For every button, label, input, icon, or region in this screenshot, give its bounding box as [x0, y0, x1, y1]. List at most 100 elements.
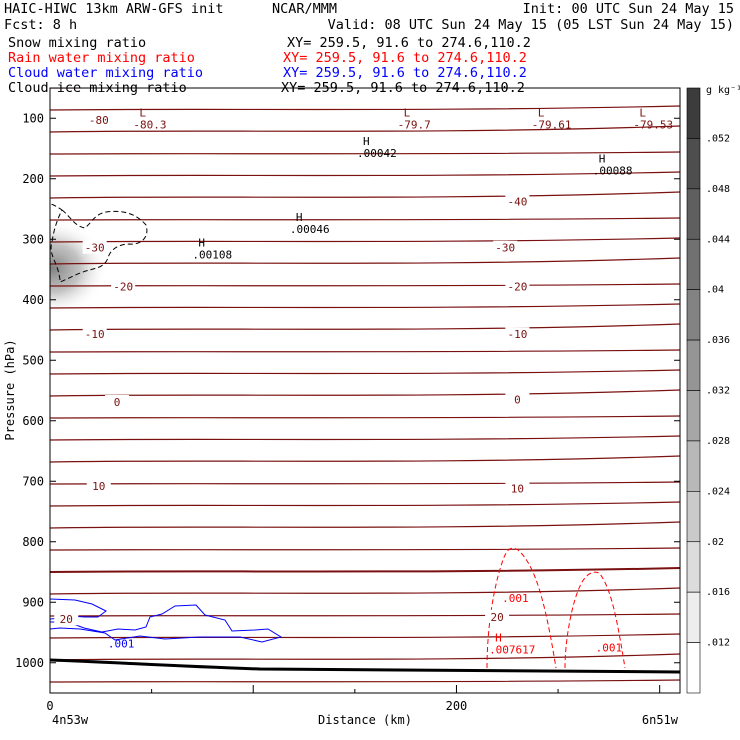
- colorbar-swatch: [686, 138, 701, 190]
- colorbar-swatch: [686, 491, 701, 543]
- label-mask: [493, 240, 518, 254]
- isotherm-line: [50, 501, 680, 507]
- label-mask: [82, 327, 107, 341]
- isotherm-line: [50, 105, 680, 111]
- isotherm-line: [50, 415, 680, 419]
- colorbar-label: .036: [706, 335, 730, 346]
- extremum-value: .00046: [290, 223, 330, 236]
- isotherm-line: [50, 217, 680, 221]
- mixing-ratio-label: .001: [502, 592, 529, 605]
- cloud-water-contour-lower: [50, 604, 283, 643]
- y-tick-label: 1000: [15, 656, 44, 670]
- isotherm-line: [50, 191, 680, 199]
- colorbar-label: .028: [706, 436, 730, 447]
- isotherm-line: [50, 257, 680, 265]
- isotherm-line: [50, 521, 680, 529]
- isotherm-line: [50, 389, 680, 397]
- terrain-line: [50, 658, 680, 674]
- extremum-value: -79.7: [398, 118, 431, 131]
- colorbar-label: .02: [706, 537, 724, 548]
- y-tick-label: 800: [22, 535, 44, 549]
- isotherm-label: 0: [114, 396, 121, 409]
- isotherm-line: [50, 613, 680, 617]
- plot-frame: [49, 87, 681, 694]
- field-name-cloud-water: Cloud water mixing ratio: [8, 65, 203, 81]
- isotherm-label: -20: [113, 280, 133, 293]
- extremum-value: .00088: [593, 164, 633, 177]
- isotherm-line: [50, 151, 680, 155]
- header-forecast: Fcst: 8 h: [4, 17, 77, 33]
- mixing-ratio-label: .001: [596, 642, 623, 655]
- isotherm-line: [50, 303, 680, 309]
- extremum-marker: L: [639, 106, 646, 119]
- colorbar-swatch: [686, 541, 701, 593]
- header-init: Init: 00 UTC Sun 24 May 15: [523, 1, 734, 17]
- isotherm-line: [50, 435, 680, 441]
- y-axis-title: Pressure (hPa): [3, 339, 17, 440]
- label-mask: [82, 240, 107, 254]
- isotherm-line: [50, 653, 680, 661]
- isotherm-line: [50, 679, 680, 683]
- y-tick-label: 300: [22, 232, 44, 246]
- isotherm-line: [50, 547, 680, 551]
- extremum-marker: L: [538, 106, 545, 119]
- extremum-marker: H: [495, 632, 502, 645]
- field-xy-cloud-water: XY= 259.5, 91.6 to 274.6,110.2: [283, 65, 527, 81]
- colorbar-swatch: [686, 87, 701, 139]
- colorbar: .052 .048 .044 .04 .036 .032 .028 .024 .02 .016 .0…: [686, 87, 730, 694]
- isotherm-label: -30: [495, 242, 515, 255]
- field-xy-rain: XY= 259.5, 91.6 to 274.6,110.2: [283, 50, 527, 66]
- isotherm-label: -80: [89, 114, 109, 127]
- isotherm-line: [50, 455, 680, 463]
- plot-area: [50, 88, 680, 683]
- extremum-value: .00042: [357, 147, 397, 160]
- isotherm-line: [50, 369, 680, 375]
- colorbar-label: .04: [706, 285, 724, 296]
- x-tick-label: 200: [446, 699, 468, 713]
- snow-contour: [50, 203, 148, 283]
- extremum-marker: H: [198, 237, 205, 250]
- y-tick-label: 600: [22, 414, 44, 428]
- extremum-marker: H: [363, 135, 370, 148]
- isotherm-line: [50, 587, 680, 595]
- isotherm-label: 20: [60, 613, 73, 626]
- label-mask: [86, 113, 111, 127]
- colorbar-label: .024: [706, 486, 730, 497]
- isotherm-label: 0: [514, 394, 521, 407]
- colorbar-swatch: [686, 188, 701, 240]
- colorbar-swatch: [686, 390, 701, 442]
- colorbar-swatch: [686, 591, 701, 643]
- isotherm-line: [50, 567, 680, 573]
- isotherm-line: [50, 125, 680, 133]
- x-axis-title: Distance (km): [318, 713, 412, 727]
- isotherm-line: [50, 349, 680, 353]
- header-org: NCAR/MMM: [272, 1, 337, 17]
- extremum-value: -79.61: [532, 118, 572, 131]
- label-mask: [505, 194, 530, 208]
- extremum-value: -79.53: [633, 118, 673, 131]
- extremum-marker: L: [404, 106, 411, 119]
- label-mask: [505, 392, 530, 406]
- isotherm-label: -10: [507, 328, 527, 341]
- mixing-ratio-label: .001: [108, 637, 135, 650]
- colorbar-label: .052: [706, 133, 730, 144]
- isotherm-label: 20: [490, 611, 503, 624]
- label-mask: [505, 327, 530, 341]
- colorbar-swatch: [686, 289, 701, 341]
- header-valid: Valid: 08 UTC Sun 24 May 15 (05 LST Sun …: [328, 17, 734, 33]
- isotherm-lines: [50, 88, 680, 683]
- y-tick-label: 200: [22, 172, 44, 186]
- extremum-value: .00108: [192, 249, 232, 262]
- field-xy-snow: XY= 259.5, 91.6 to 274.6,110.2: [287, 35, 531, 51]
- colorbar-label: .048: [706, 184, 730, 195]
- x-endpoint-right: 6n51w: [642, 713, 679, 727]
- isotherm-line: [50, 171, 680, 177]
- header-title: HAIC-HIWC 13km ARW-GFS init: [4, 1, 223, 17]
- header: HAIC-HIWC 13km ARW-GFS init NCAR/MMM Ini…: [4, 1, 734, 96]
- y-tick-label: 500: [22, 353, 44, 367]
- label-mask: [505, 481, 530, 495]
- colorbar-label: .044: [706, 234, 730, 245]
